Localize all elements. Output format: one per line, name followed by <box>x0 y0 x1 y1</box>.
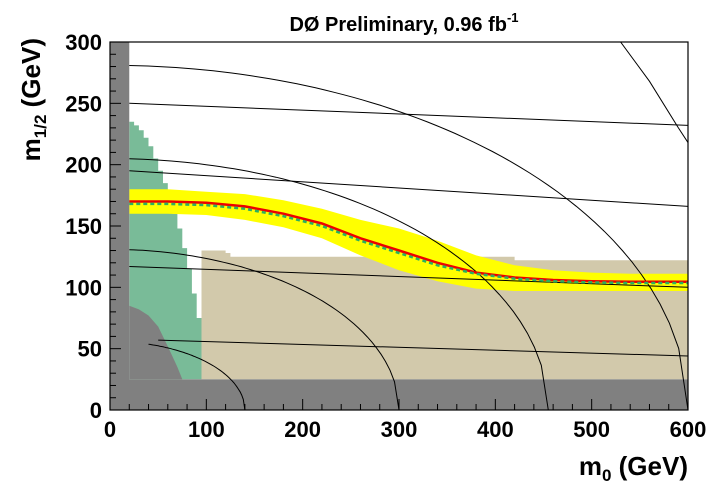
y-axis-title-subscript: 1/2 <box>31 115 50 139</box>
y-axis-title: m1/2 (GeV) <box>16 38 50 161</box>
y-tick-label: 300 <box>65 30 102 55</box>
contour-line <box>129 103 688 125</box>
y-tick-label: 150 <box>65 214 102 239</box>
x-axis-title-subscript: 0 <box>602 466 611 485</box>
y-tick-label: 0 <box>90 398 102 423</box>
x-tick-label: 100 <box>188 417 225 442</box>
y-tick-label: 100 <box>65 275 102 300</box>
x-tick-label: 600 <box>670 417 707 442</box>
x-tick-label: 200 <box>284 417 321 442</box>
x-axis-title-unit: (GeV) <box>611 451 688 481</box>
y-tick-label: 50 <box>78 337 102 362</box>
y-axis-title-unit: (GeV) <box>16 38 46 115</box>
x-tick-label: 300 <box>381 417 418 442</box>
chart-title-superscript: -1 <box>507 10 519 25</box>
chart-title: DØ Preliminary, 0.96 fb-1 <box>289 10 518 36</box>
y-axis-title-symbol: m <box>16 138 46 161</box>
x-axis-title-symbol: m <box>579 451 602 481</box>
plot-area <box>110 42 688 410</box>
y-tick-label: 200 <box>65 153 102 178</box>
x-axis-title: m0 (GeV) <box>579 451 688 485</box>
y-tick-label: 250 <box>65 91 102 116</box>
x-tick-label: 500 <box>573 417 610 442</box>
x-tick-label: 400 <box>477 417 514 442</box>
x-tick-label: 0 <box>104 417 116 442</box>
contour-line <box>621 42 688 143</box>
chart-title-text: DØ Preliminary, 0.96 fb <box>289 14 507 36</box>
